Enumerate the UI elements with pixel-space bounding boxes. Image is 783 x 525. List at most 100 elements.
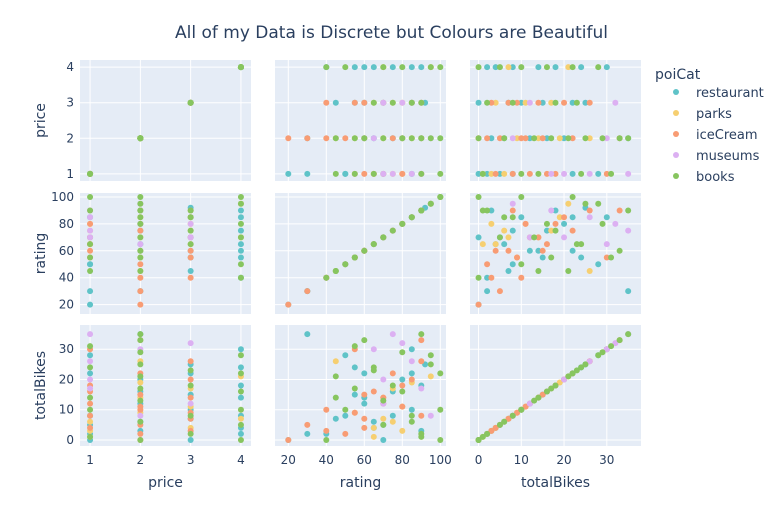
point-restaurant bbox=[625, 288, 632, 295]
point-museums bbox=[509, 200, 516, 207]
y-tick-label: 80 bbox=[59, 217, 74, 231]
point-parks bbox=[514, 135, 521, 142]
y-tick-label: 20 bbox=[59, 372, 74, 386]
point-books bbox=[484, 207, 491, 214]
point-books bbox=[399, 135, 406, 142]
point-museums bbox=[408, 170, 415, 177]
point-iceCream bbox=[496, 135, 503, 142]
point-parks bbox=[370, 424, 377, 431]
panel-rating-vs-rating bbox=[275, 193, 446, 314]
point-books bbox=[137, 361, 144, 368]
point-iceCream bbox=[522, 220, 529, 227]
point-books bbox=[237, 234, 244, 241]
point-books bbox=[496, 234, 503, 241]
point-museums bbox=[389, 331, 396, 338]
point-iceCream bbox=[351, 99, 358, 106]
point-books bbox=[578, 241, 585, 248]
point-iceCream bbox=[505, 415, 512, 422]
point-books bbox=[437, 135, 444, 142]
point-iceCream bbox=[389, 135, 396, 142]
legend-marker bbox=[673, 89, 679, 95]
point-restaurant bbox=[237, 430, 244, 437]
point-books bbox=[518, 406, 525, 413]
legend-item-restaurant[interactable]: restaurant bbox=[673, 86, 764, 101]
point-books bbox=[237, 436, 244, 443]
point-books bbox=[187, 214, 194, 221]
point-books bbox=[569, 370, 576, 377]
point-books bbox=[137, 207, 144, 214]
point-parks bbox=[501, 227, 508, 234]
point-museums bbox=[380, 99, 387, 106]
point-museums bbox=[187, 234, 194, 241]
point-iceCream bbox=[361, 99, 368, 106]
point-parks bbox=[479, 241, 486, 248]
point-books bbox=[501, 418, 508, 425]
point-books bbox=[187, 241, 194, 248]
point-restaurant bbox=[237, 207, 244, 214]
legend-item-museums[interactable]: museums bbox=[673, 149, 760, 164]
point-restaurant bbox=[418, 64, 425, 71]
point-restaurant bbox=[595, 261, 602, 268]
point-books bbox=[389, 227, 396, 234]
point-books bbox=[351, 254, 358, 261]
point-iceCream bbox=[370, 388, 377, 395]
point-iceCream bbox=[137, 391, 144, 398]
point-books bbox=[595, 200, 602, 207]
point-books bbox=[427, 64, 434, 71]
point-museums bbox=[380, 376, 387, 383]
point-books bbox=[552, 99, 559, 106]
point-iceCream bbox=[285, 135, 292, 142]
point-books bbox=[573, 241, 580, 248]
panel-background bbox=[80, 325, 251, 446]
point-parks bbox=[556, 214, 563, 221]
point-books bbox=[137, 397, 144, 404]
point-parks bbox=[237, 415, 244, 422]
point-restaurant bbox=[237, 227, 244, 234]
point-books bbox=[370, 99, 377, 106]
point-books bbox=[237, 194, 244, 201]
legend-item-parks[interactable]: parks bbox=[673, 107, 732, 122]
point-restaurant bbox=[351, 364, 358, 371]
y-axis-title-price: price bbox=[33, 103, 49, 138]
point-books bbox=[87, 241, 94, 248]
point-books bbox=[531, 397, 538, 404]
point-iceCream bbox=[492, 247, 499, 254]
point-museums bbox=[625, 227, 632, 234]
point-restaurant bbox=[526, 247, 533, 254]
point-museums bbox=[586, 358, 593, 365]
point-museums bbox=[526, 234, 533, 241]
point-parks bbox=[370, 433, 377, 440]
point-books bbox=[543, 64, 550, 71]
point-books bbox=[427, 200, 434, 207]
point-books bbox=[137, 214, 144, 221]
x-tick-label: 0 bbox=[475, 453, 483, 467]
point-restaurant bbox=[492, 64, 499, 71]
point-books bbox=[496, 421, 503, 428]
point-books bbox=[437, 436, 444, 443]
y-axis-title-rating: rating bbox=[33, 233, 49, 274]
legend-item-books[interactable]: books bbox=[673, 170, 735, 185]
point-museums bbox=[389, 170, 396, 177]
point-restaurant bbox=[603, 214, 610, 221]
point-restaurant bbox=[342, 412, 349, 419]
point-parks bbox=[556, 379, 563, 386]
point-books bbox=[137, 418, 144, 425]
point-books bbox=[582, 135, 589, 142]
point-iceCream bbox=[187, 247, 194, 254]
legend-label: restaurant bbox=[696, 86, 764, 101]
point-books bbox=[351, 343, 358, 350]
point-iceCream bbox=[543, 241, 550, 248]
point-books bbox=[565, 267, 572, 274]
point-restaurant bbox=[389, 64, 396, 71]
point-restaurant bbox=[561, 220, 568, 227]
point-books bbox=[418, 430, 425, 437]
point-iceCream bbox=[137, 301, 144, 308]
legend-item-iceCream[interactable]: iceCream bbox=[673, 128, 758, 143]
point-books bbox=[380, 64, 387, 71]
point-restaurant bbox=[237, 364, 244, 371]
point-iceCream bbox=[514, 99, 521, 106]
point-restaurant bbox=[539, 99, 546, 106]
point-iceCream bbox=[408, 376, 415, 383]
point-restaurant bbox=[569, 247, 576, 254]
point-books bbox=[87, 343, 94, 350]
